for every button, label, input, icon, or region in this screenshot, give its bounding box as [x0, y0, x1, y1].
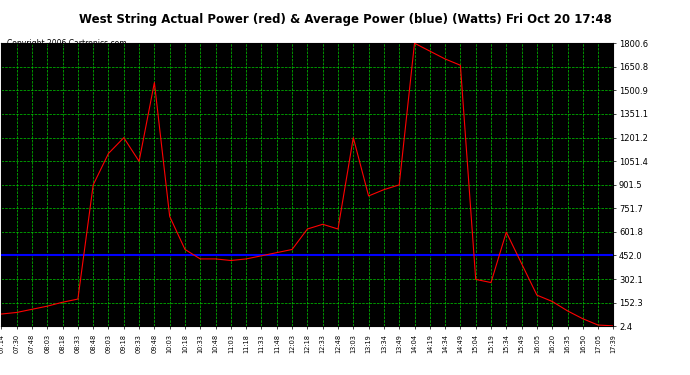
Text: Copyright 2006 Cartronics.com: Copyright 2006 Cartronics.com [7, 39, 126, 48]
Text: West String Actual Power (red) & Average Power (blue) (Watts) Fri Oct 20 17:48: West String Actual Power (red) & Average… [79, 13, 611, 26]
